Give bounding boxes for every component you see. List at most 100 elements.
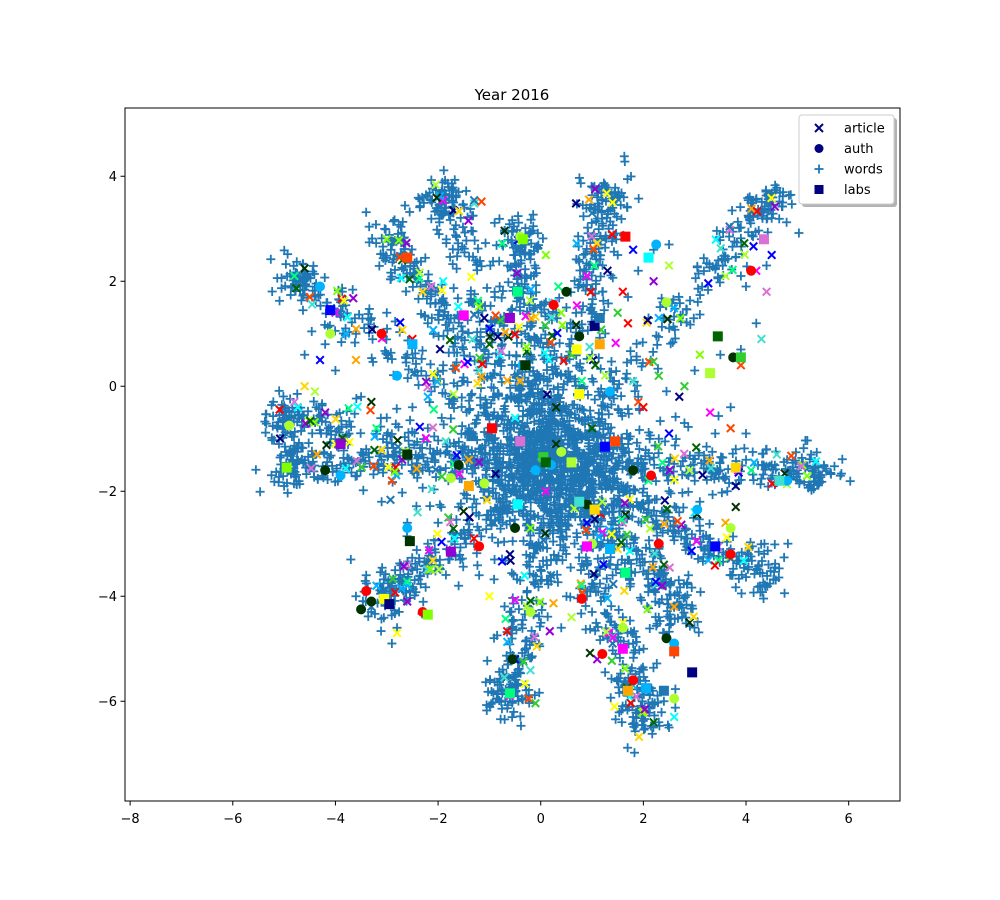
auth-point — [525, 607, 536, 617]
words-point — [365, 315, 375, 325]
words-point — [577, 404, 587, 414]
words-point — [441, 234, 451, 244]
words-point — [481, 402, 491, 412]
words-point — [376, 626, 386, 636]
words-point — [426, 359, 436, 369]
words-point — [584, 438, 594, 448]
labs-point — [404, 536, 415, 547]
words-point — [410, 559, 420, 569]
words-point — [595, 417, 605, 427]
words-point — [506, 235, 516, 245]
y-tick-label: −2 — [98, 485, 117, 500]
words-point — [493, 413, 503, 423]
x-tick-label: −8 — [121, 812, 140, 827]
words-point — [457, 342, 467, 352]
words-point — [511, 372, 521, 382]
words-point — [283, 249, 293, 259]
labs-point — [281, 462, 292, 473]
words-point — [281, 447, 291, 457]
words-point — [292, 257, 302, 267]
words-point — [442, 300, 452, 310]
words-point — [506, 391, 516, 401]
auth-point — [510, 523, 521, 533]
words-point — [554, 483, 564, 493]
words-point — [460, 227, 470, 237]
labs-point — [422, 609, 433, 620]
legend-label-words: words — [844, 163, 883, 178]
auth-point — [361, 586, 372, 596]
words-point — [457, 402, 467, 412]
words-point — [512, 338, 522, 348]
words-point — [281, 259, 291, 269]
words-point — [495, 358, 505, 368]
words-point — [552, 511, 562, 521]
words-point — [525, 411, 535, 421]
words-point — [503, 415, 513, 425]
words-point — [508, 536, 518, 546]
labs-point — [325, 305, 336, 316]
words-point — [394, 607, 404, 617]
words-point — [371, 238, 381, 248]
words-point — [475, 393, 485, 403]
words-point — [341, 323, 351, 333]
labs-point — [774, 475, 785, 486]
words-point — [528, 305, 538, 315]
words-point — [528, 355, 538, 365]
words-point — [534, 433, 544, 443]
words-point — [529, 405, 539, 415]
words-point — [441, 463, 451, 473]
words-point — [296, 295, 306, 305]
auth-point — [576, 593, 587, 604]
words-point — [398, 217, 408, 227]
words-point — [381, 569, 391, 579]
words-point — [374, 261, 384, 271]
words-point — [498, 286, 508, 296]
labs-point — [620, 567, 631, 578]
words-point — [622, 429, 632, 439]
labs-point — [617, 643, 628, 654]
words-point — [380, 224, 390, 234]
words-point — [600, 433, 610, 443]
words-point — [553, 424, 563, 434]
words-point — [403, 569, 413, 579]
labs-point — [589, 504, 600, 515]
labs-point — [574, 496, 585, 507]
words-point — [591, 441, 601, 451]
words-point — [397, 228, 407, 238]
words-point — [412, 473, 422, 483]
labs-point — [730, 462, 741, 473]
words-point — [425, 466, 435, 476]
words-point — [416, 366, 426, 376]
words-point — [412, 545, 422, 555]
words-point — [416, 579, 426, 589]
words-point — [562, 410, 572, 420]
words-point — [585, 444, 595, 454]
words-point — [535, 375, 545, 385]
words-point — [522, 452, 532, 462]
words-point — [486, 510, 496, 520]
words-point — [464, 396, 474, 406]
words-point — [458, 562, 468, 572]
words-point — [520, 223, 530, 233]
legend-marker-labs — [814, 185, 824, 194]
words-point — [351, 471, 361, 481]
words-point — [458, 326, 468, 336]
words-point — [476, 531, 486, 541]
words-point — [490, 433, 500, 443]
words-point — [481, 524, 491, 534]
auth-point — [561, 286, 572, 297]
words-point — [493, 503, 503, 513]
words-point — [408, 353, 418, 363]
words-point — [432, 225, 442, 235]
words-point — [512, 274, 522, 284]
labs-point — [540, 457, 551, 468]
words-point — [548, 537, 558, 546]
words-point — [421, 582, 431, 592]
words-point — [272, 273, 282, 283]
auth-point — [597, 649, 608, 659]
words-point — [424, 551, 434, 561]
words-point — [534, 371, 544, 381]
words-point — [409, 468, 419, 478]
words-point — [474, 510, 484, 520]
x-tick-label: −6 — [223, 812, 242, 827]
